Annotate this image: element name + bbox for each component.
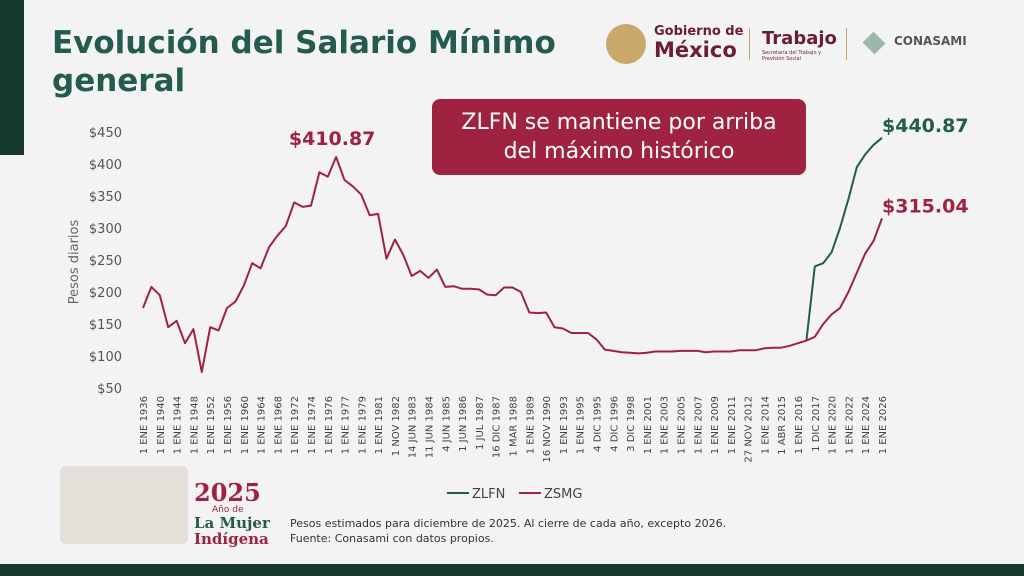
logo-text: CONASAMI: [894, 34, 967, 48]
annotation-box: ZLFN se mantiene por arriba del máximo h…: [432, 99, 806, 175]
x-tick-label: 1 ENE 1976: [324, 396, 335, 454]
x-tick-label: 1 ENE 2003: [660, 396, 671, 454]
title: Evolución del Salario Mínimo general: [52, 25, 556, 99]
x-tick-label: 1 ENE 2026: [878, 396, 889, 454]
x-tick-label: 1 ENE 1952: [206, 396, 217, 454]
line-series: [805, 137, 883, 341]
x-tick-label: 1 ENE 1979: [357, 396, 368, 454]
legend-item: ZLFN: [447, 487, 505, 502]
legend-label: ZSMG: [544, 487, 582, 502]
x-tick-label: 1 ENE 1956: [223, 396, 234, 454]
y-tick-label: $350: [89, 190, 122, 205]
x-tick-label: 1 ABR 2015: [777, 396, 788, 455]
badge-text: 2025: [194, 478, 261, 507]
y-tick-label: $200: [89, 286, 122, 301]
footnote-line: Pesos estimados para diciembre de 2025. …: [290, 517, 727, 530]
x-tick-label: 1 MAR 1988: [509, 396, 520, 457]
accent-bar: [0, 564, 1024, 576]
badge-text: Indígena: [194, 530, 269, 548]
x-tick-label: 1 ENE 1989: [525, 396, 536, 454]
x-tick-label: 1 DIC 2017: [811, 396, 822, 452]
x-tick-label: 1 ENE 1940: [156, 396, 167, 454]
divider: [749, 28, 750, 60]
data-label: $315.04: [882, 195, 969, 217]
footnote-line: Fuente: Conasami con datos propios.: [290, 532, 494, 545]
x-tick-label: 1 ENE 2022: [844, 396, 855, 454]
x-tick-label: 3 DIC 1998: [626, 396, 637, 452]
y-tick-label: $50: [97, 382, 122, 397]
x-tick-label: 16 NOV 1990: [542, 396, 553, 463]
x-tick-label: 1 ENE 2007: [693, 396, 704, 454]
x-tick-label: 1 ENE 1977: [341, 396, 352, 454]
x-tick-label: 1 ENE 2005: [676, 396, 687, 454]
x-tick-label: 1 ENE 1964: [257, 396, 268, 454]
x-tick-label: 1 ENE 1981: [374, 396, 385, 454]
x-tick-label: 1 ENE 1960: [240, 396, 251, 454]
x-tick-label: 1 ENE 2001: [643, 396, 654, 454]
annotation: del máximo histórico: [503, 139, 735, 164]
y-tick-label: $450: [89, 126, 122, 141]
y-tick-label: $300: [89, 222, 122, 237]
footnote: Pesos estimados para diciembre de 2025. …: [290, 516, 726, 546]
legend-label: ZLFN: [472, 487, 505, 502]
x-tick-label: 1 JUL 1987: [475, 396, 486, 450]
accent-bar: [0, 0, 24, 155]
y-tick-label: $400: [89, 158, 122, 173]
x-tick-label: 1 ENE 2020: [828, 396, 839, 454]
badge-text: La Mujer: [194, 514, 270, 532]
x-tick-label: 1 ENE 1993: [559, 396, 570, 454]
x-tick-label: 4 DIC 1996: [609, 396, 620, 452]
x-tick-label: 1 ENE 2024: [861, 396, 872, 454]
x-tick-label: 1 ENE 1936: [139, 396, 150, 454]
y-tick-label: $100: [89, 350, 122, 365]
x-tick-label: 1 ENE 2011: [727, 396, 738, 454]
y-tick-label: $250: [89, 254, 122, 269]
x-tick-label: 1 ENE 2009: [710, 396, 721, 454]
logo-text: México: [654, 38, 737, 62]
x-tick-label: 1 ENE 1995: [576, 396, 587, 454]
line-series: [142, 156, 883, 373]
emblem: [606, 24, 646, 64]
logo-text: Gobierno de: [654, 24, 744, 39]
logo-text: Trabajo: [762, 28, 837, 49]
x-tick-label: 1 ENE 2016: [794, 396, 805, 454]
badge-text: Año de: [212, 505, 244, 515]
x-tick-label: 27 NOV 2012: [744, 396, 755, 463]
x-tick-label: 1 ENE 1972: [290, 396, 301, 454]
x-tick-label: 4 DIC 1995: [592, 396, 603, 452]
y-axis-label: Pesos diarios: [67, 220, 82, 305]
divider: [846, 28, 847, 60]
x-tick-label: 1 ENE 1944: [173, 396, 184, 454]
legend-item: ZSMG: [519, 487, 582, 502]
x-tick-label: 4 JUN 1985: [441, 396, 452, 452]
x-tick-label: 1 JUN 1986: [458, 396, 469, 452]
x-tick-label: 14 JUN 1983: [408, 396, 419, 458]
illustration: [60, 466, 188, 544]
y-tick-label: $150: [89, 318, 122, 333]
logo-text: Secretaría del Trabajo y Previsión Socia…: [762, 50, 822, 62]
x-tick-label: 1 ENE 1974: [307, 396, 318, 454]
annotation: ZLFN se mantiene por arriba: [461, 110, 777, 135]
x-tick-label: 1 NOV 1982: [391, 396, 402, 456]
x-tick-label: 16 DIC 1987: [492, 396, 503, 458]
data-label: $440.87: [882, 115, 969, 137]
x-tick-label: 1 ENE 1968: [273, 396, 284, 454]
x-tick-label: 1 ENE 1948: [189, 396, 200, 454]
x-tick-label: 1 ENE 2014: [760, 396, 771, 454]
data-label: $410.87: [289, 128, 376, 150]
x-tick-label: 11 JUN 1984: [425, 396, 436, 458]
